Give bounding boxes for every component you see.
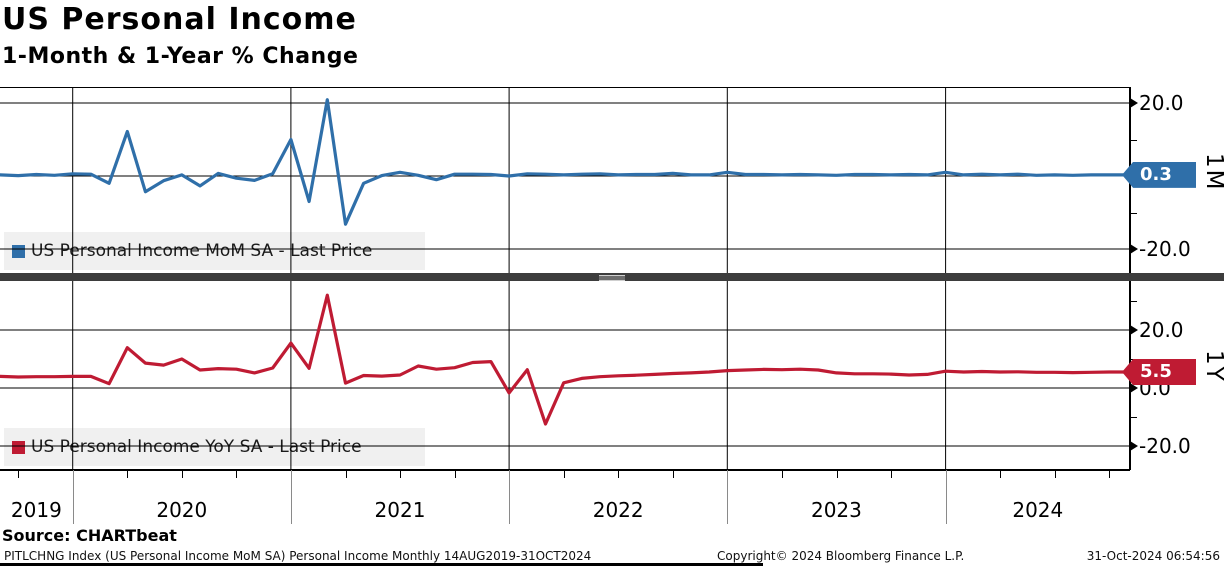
legend-yoy-label: US Personal Income YoY SA - Last Price	[31, 437, 362, 457]
x-tick-quarter	[127, 470, 129, 478]
y-tick-arrow-icon	[1130, 383, 1138, 393]
x-tick-quarter	[891, 470, 892, 478]
y-tick-arrow-icon	[1130, 441, 1138, 451]
y-tick-minor	[1130, 139, 1137, 141]
y-tick-label: -20.0	[1139, 237, 1191, 261]
x-tick-quarter	[1054, 470, 1056, 478]
mom-gridlines	[0, 87, 1130, 273]
yoy-series-swatch-icon	[12, 440, 25, 454]
x-tick-quarter	[563, 470, 565, 478]
x-year-label: 2021	[374, 498, 426, 522]
divider-grip-icon[interactable]	[599, 275, 625, 281]
x-tick-quarter	[1109, 470, 1111, 478]
x-year-separator	[727, 470, 729, 524]
legend-mom-label: US Personal Income MoM SA - Last Price	[31, 241, 373, 261]
last-price-value-mom: 0.3	[1140, 163, 1172, 185]
x-axis-line	[0, 469, 1130, 471]
top-panel-frame	[0, 87, 1130, 88]
yoy-line-series	[0, 293, 1130, 426]
window-edge-bar	[0, 563, 763, 566]
x-tick-quarter	[1000, 470, 1002, 478]
x-tick-quarter	[836, 470, 838, 478]
chart-title: US Personal Income	[2, 2, 357, 37]
y-tick-label: -20.0	[1139, 434, 1191, 458]
mom-chart-panel: US Personal Income MoM SA - Last Price	[0, 87, 1130, 273]
x-tick-quarter	[672, 470, 674, 478]
y-tick-minor	[1130, 301, 1137, 302]
x-year-label: 2022	[592, 498, 644, 522]
axis-panel-label-1y: 1Y	[1201, 350, 1224, 383]
x-year-label: 2019	[10, 498, 62, 522]
footer-timestamp: 31-Oct-2024 06:54:56	[1086, 549, 1220, 563]
y-tick-minor	[1130, 417, 1137, 418]
x-year-separator	[290, 470, 292, 524]
source-line: Source: CHARTbeat	[2, 526, 177, 545]
x-year-separator	[72, 470, 74, 524]
y-tick-arrow-icon	[1130, 98, 1138, 108]
yoy-chart-panel: US Personal Income YoY SA - Last Price	[0, 281, 1130, 470]
x-tick-quarter	[236, 470, 238, 478]
y-tick-minor	[1130, 212, 1137, 214]
x-year-label: 2023	[810, 498, 862, 522]
mom-line-series	[0, 98, 1130, 226]
footer-copyright: Copyright© 2024 Bloomberg Finance L.P.	[717, 549, 965, 563]
chart-subtitle: 1-Month & 1-Year % Change	[2, 44, 359, 69]
x-year-label: 2024	[1012, 498, 1064, 522]
x-year-separator	[945, 470, 947, 524]
x-tick-quarter	[781, 470, 783, 478]
footer-security-info: PITLCHNG Index (US Personal Income MoM S…	[4, 549, 592, 563]
x-tick-quarter	[345, 470, 347, 478]
last-price-tag-yoy[interactable]: 5.5	[1122, 359, 1196, 386]
x-tick-quarter	[181, 470, 183, 478]
y-tick-label: 20.0	[1139, 91, 1184, 115]
x-year-label: 2020	[156, 498, 208, 522]
x-tick-quarter	[454, 470, 456, 478]
mom-series-swatch-icon	[12, 244, 25, 258]
last-price-tag-mom[interactable]: 0.3	[1122, 161, 1196, 188]
x-tick-quarter	[400, 470, 401, 478]
axis-panel-label-1m: 1M	[1201, 152, 1224, 192]
x-year-separator	[509, 470, 511, 524]
legend-mom[interactable]: US Personal Income MoM SA - Last Price	[4, 232, 425, 270]
y-tick-label: 20.0	[1139, 318, 1184, 342]
x-tick-quarter	[18, 470, 20, 478]
last-price-value-yoy: 5.5	[1140, 361, 1172, 383]
legend-yoy[interactable]: US Personal Income YoY SA - Last Price	[4, 428, 425, 466]
y-tick-arrow-icon	[1130, 244, 1138, 254]
y-tick-arrow-icon	[1130, 325, 1138, 335]
x-tick-quarter	[618, 470, 620, 478]
